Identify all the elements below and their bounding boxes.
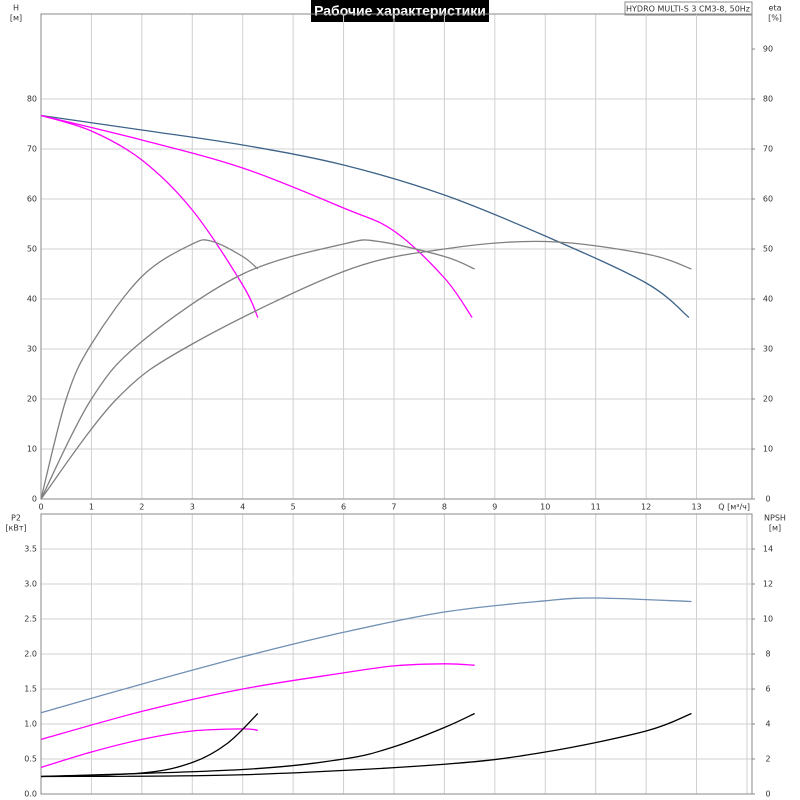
curve [40,114,259,318]
chart-title: Рабочие характеристики [314,3,486,19]
y-tick-label: 0.0 [24,790,37,799]
curve [40,240,692,500]
y2-tick-label: 4 [765,720,770,729]
curve [40,663,475,741]
y2-tick-label: 30 [763,345,773,354]
y-tick-label: 20 [27,395,37,404]
curve [40,728,258,769]
y2-tick-label: 60 [763,195,773,204]
y-tick-label: 3.5 [24,545,37,554]
curve [40,114,473,318]
curve [40,239,475,500]
subtitle-box [624,1,753,16]
y2-tick-label: 90 [763,45,773,54]
x-tick-label: 8 [442,503,447,512]
y-tick-label: 3.0 [24,580,37,589]
y-axis-label: H [13,4,19,13]
x-tick-label: 10 [540,503,550,512]
x-tick-label: 1 [89,503,94,512]
chart-subtitle: HYDRO MULTI-S 3 CM3-8, 50Hz [626,5,750,14]
y-axis-label: [кВт] [5,524,26,533]
curve [40,597,692,714]
y2-tick-label: 10 [763,615,773,624]
x-tick-label: 7 [391,503,396,512]
y2-tick-label: 8 [765,650,770,659]
x-tick-label: 3 [190,503,195,512]
y2-tick-label: 40 [763,295,773,304]
curve [40,239,259,500]
y-tick-label: 1.5 [24,685,37,694]
y-tick-label: 0.5 [24,755,37,764]
curve [40,712,475,778]
y-tick-label: 0 [32,495,37,504]
y-tick-label: 60 [27,195,37,204]
y-axis-label: [м] [10,14,22,23]
x-axis-label: Q [м³/ч] [718,503,750,512]
y-tick-label: 1.0 [24,720,37,729]
x-tick-label: 4 [240,503,245,512]
y-tick-label: 30 [27,345,37,354]
curve [40,114,690,319]
y2-tick-label: 0 [765,790,770,799]
y2-tick-label: 14 [763,545,773,554]
x-tick-label: 6 [341,503,346,512]
y2-axis-label: [%] [768,14,782,23]
y-tick-label: 2.0 [24,650,37,659]
x-tick-label: 9 [492,503,497,512]
plot-frame [40,13,753,500]
y-tick-label: 2.5 [24,615,37,624]
y-tick-label: 50 [27,245,37,254]
y2-tick-label: 6 [765,685,770,694]
y-tick-label: 10 [27,445,37,454]
y2-tick-label: 2 [765,755,770,764]
y2-tick-label: 20 [763,395,773,404]
curve [40,713,259,778]
y2-tick-label: 50 [763,245,773,254]
y2-tick-label: 0 [765,495,770,504]
x-tick-label: 11 [591,503,601,512]
y2-tick-label: 12 [763,580,773,589]
y2-tick-label: 70 [763,145,773,154]
x-tick-label: 5 [291,503,296,512]
y2-axis-label: NPSH [764,514,786,523]
y-tick-label: 40 [27,295,37,304]
y-axis-label: P2 [11,514,21,523]
curve [40,712,692,778]
y2-axis-label: eta [769,4,782,13]
x-tick-label: 12 [641,503,651,512]
x-tick-label: 0 [38,503,43,512]
x-tick-label: 13 [691,503,701,512]
y-tick-label: 80 [27,95,37,104]
x-tick-label: 2 [139,503,144,512]
y2-tick-label: 80 [763,95,773,104]
y2-axis-label: [м] [769,524,781,533]
y2-tick-label: 10 [763,445,773,454]
plot-frame [40,513,753,795]
y-tick-label: 70 [27,145,37,154]
